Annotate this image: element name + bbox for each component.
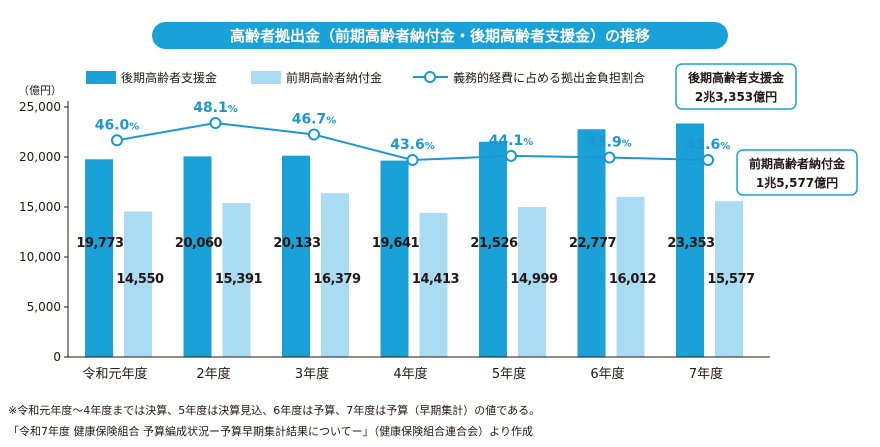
bar-payment (321, 193, 349, 357)
x-axis: 令和元年度 2年度 3年度 4年度 5年度 6年度 7年度 (68, 356, 770, 382)
bar-support (380, 160, 409, 357)
y-axis: 0 5,000 10,000 15,000 20,000 25,000 (19, 100, 69, 364)
y-axis-unit: （億円） (18, 84, 62, 97)
data-label-payment: 14,550 (116, 272, 164, 287)
data-label-payment: 16,379 (313, 272, 361, 287)
footnote-period: ※令和元年度～4年度までは決算、5年度は決算見込、6年度は予算、7年度は予算（早… (8, 404, 541, 417)
bar-support (282, 155, 310, 357)
data-label-payment: 16,012 (609, 272, 656, 287)
bars: 19,773 14,550 20,060 15,391 20,133 16,379 19,6… (76, 123, 756, 357)
callout-support: 後期高齢者支援金 2兆3,353億円 (675, 63, 797, 110)
title-banner (152, 22, 728, 49)
bar-payment (419, 212, 448, 357)
callout-support-line2: 2兆3,353億円 (695, 89, 777, 104)
y-tick-label: 5,000 (27, 300, 61, 314)
bar-payment (616, 196, 645, 357)
bar-support (183, 156, 212, 357)
line-data-label: 43.6% (390, 137, 435, 153)
line-data-label: 46.7% (292, 112, 337, 128)
bar-support (577, 129, 606, 357)
legend: 後期高齢者支援金 前期高齢者納付金 義務的経費に占める拠出金負担割合 (86, 70, 645, 85)
x-tick-label: 令和元年度 (82, 366, 147, 382)
x-tick-label: 2年度 (196, 366, 230, 382)
x-tick-label: 5年度 (492, 366, 526, 382)
legend-label-support: 後期高齢者支援金 (121, 70, 217, 85)
data-label-support: 22,777 (569, 236, 617, 251)
callout-payment-line2: 1兆5,577億円 (756, 175, 838, 190)
bar-payment (715, 201, 743, 357)
line-data-label: 46.0% (95, 117, 140, 133)
x-tick-label: 7年度 (689, 366, 723, 382)
line-marker (505, 149, 517, 162)
data-label-support: 21,526 (470, 236, 518, 251)
line-data-label: 43.9% (587, 135, 632, 151)
legend-swatch-support (86, 71, 116, 84)
bar-support (85, 159, 113, 357)
data-label-payment: 15,391 (215, 272, 263, 287)
y-tick-label: 10,000 (19, 250, 61, 264)
data-label-payment: 14,999 (510, 272, 558, 287)
line-marker (308, 128, 320, 141)
data-label-payment: 14,413 (412, 272, 460, 287)
x-tick-label: 4年度 (393, 366, 427, 382)
callout-support-line1: 後期高齢者支援金 (688, 70, 785, 85)
line-layer: 46.0% 48.1% 46.7% 43.6% 44.1% 43.9% 43.6% (95, 100, 731, 166)
bar-payment (518, 207, 546, 357)
data-label-support: 19,641 (372, 236, 420, 251)
y-tick-label: 15,000 (19, 200, 61, 214)
callout-payment-box (736, 149, 858, 196)
data-label-support: 19,773 (76, 236, 124, 251)
data-label-support: 20,060 (175, 236, 223, 251)
x-tick-label: 3年度 (295, 366, 329, 382)
bar-payment (222, 203, 251, 357)
y-tick-label: 25,000 (19, 100, 61, 114)
data-label-support: 20,133 (273, 236, 321, 251)
legend-label-line: 義務的経費に占める拠出金負担割合 (453, 70, 645, 85)
chart-title: 高齢者拠出金（前期高齢者納付金・後期高齢者支援金）の推移 (230, 27, 650, 45)
bar-support (676, 123, 704, 357)
x-tick-label: 6年度 (590, 366, 624, 382)
bar-payment (124, 211, 152, 357)
line-data-label: 48.1% (193, 100, 238, 116)
y-tick-label: 20,000 (19, 150, 61, 164)
line-marker (702, 154, 714, 166)
line-marker (111, 134, 123, 147)
line-data-label: 44.1% (489, 133, 534, 149)
line-marker (209, 117, 222, 129)
legend-label-payment: 前期高齢者納付金 (286, 70, 382, 85)
y-tick-label: 0 (53, 350, 61, 364)
callout-payment-line1: 前期高齢者納付金 (749, 156, 846, 171)
data-label-payment: 15,577 (707, 272, 755, 287)
line-marker (406, 154, 419, 166)
legend-swatch-payment (251, 71, 281, 84)
line-data-label: 43.6% (686, 137, 731, 153)
data-label-support: 23,353 (667, 236, 715, 251)
callout-payment: 前期高齢者納付金 1兆5,577億円 (736, 149, 858, 196)
footnote-source: 「令和7年度 健康保険組合 予算編成状況ー予算早期集計結果についてー」（健康保険… (8, 425, 533, 438)
line-marker (603, 151, 616, 164)
callout-support-box (675, 63, 797, 110)
legend-swatch-marker (424, 71, 436, 83)
bar-support (479, 141, 507, 357)
